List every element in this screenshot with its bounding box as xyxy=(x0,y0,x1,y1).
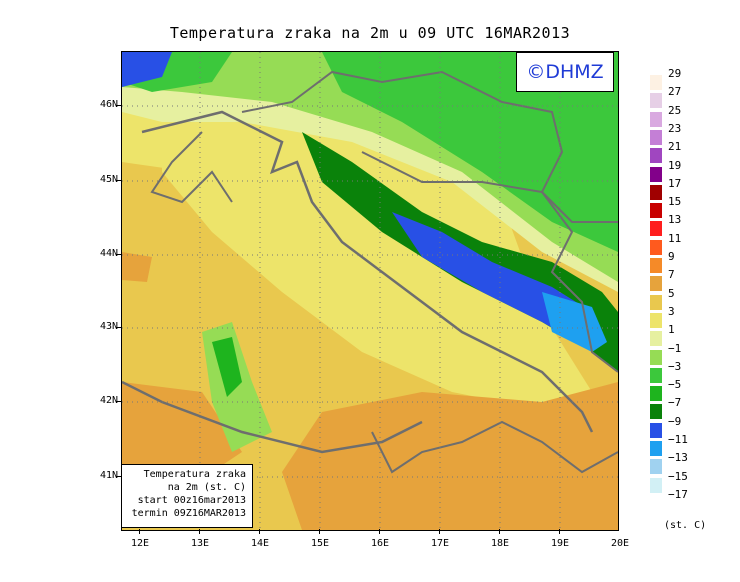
lon-tick xyxy=(199,529,200,534)
lon-tick xyxy=(439,529,440,534)
lat-label: 43N xyxy=(99,321,118,332)
lat-tick xyxy=(116,401,122,402)
legend-swatch xyxy=(650,294,662,310)
legend-label: −11 xyxy=(668,433,688,446)
legend-swatch xyxy=(650,258,662,273)
legend-label: −7 xyxy=(668,396,682,410)
dhmz-logo: ©DHMZ xyxy=(516,52,614,92)
legend-swatch xyxy=(650,459,662,475)
legend-label: 13 xyxy=(668,213,682,227)
legend-label: 11 xyxy=(668,231,682,245)
info-line-3: start 00z16mar2013 xyxy=(137,495,246,506)
legend-label: 19 xyxy=(668,158,682,172)
legend-swatch xyxy=(650,276,662,292)
lat-label: 44N xyxy=(99,248,118,259)
info-box: Temperatura zraka na 2m (st. C) start 00… xyxy=(121,464,253,528)
legend-swatch xyxy=(650,111,662,127)
legend-swatch xyxy=(650,422,662,438)
lat-label: 46N xyxy=(99,99,118,110)
info-line-1: Temperatura zraka xyxy=(143,469,246,480)
legend-swatch xyxy=(650,239,662,255)
info-line-2: na 2m (st. C) xyxy=(167,482,246,493)
legend-label: 3 xyxy=(668,304,675,318)
lon-label: 20E xyxy=(610,538,630,549)
lon-label: 14E xyxy=(250,538,270,549)
temperature-field xyxy=(122,52,618,530)
lon-tick xyxy=(559,529,560,534)
lat-label: 45N xyxy=(99,174,118,185)
legend-swatch xyxy=(650,148,662,164)
legend-swatch xyxy=(650,203,662,219)
lon-tick xyxy=(139,529,140,534)
info-line-4: termin 09Z16MAR2013 xyxy=(131,508,246,519)
legend-swatch xyxy=(650,367,662,383)
lat-tick xyxy=(116,476,122,477)
lat-tick xyxy=(116,254,122,255)
lon-tick xyxy=(379,529,380,534)
legend-label: 15 xyxy=(668,195,682,209)
lat-tick xyxy=(116,180,122,181)
map-title: Temperatura zraka na 2m u 09 UTC 16MAR20… xyxy=(169,24,571,42)
lon-label: 12E xyxy=(130,538,150,549)
legend-swatch xyxy=(650,331,662,347)
legend-label: −3 xyxy=(668,359,682,373)
legend-label: −1 xyxy=(668,341,682,355)
lon-label: 18E xyxy=(490,538,510,549)
legend-swatch xyxy=(650,93,662,109)
lat-label: 42N xyxy=(99,395,118,406)
legend-swatch xyxy=(650,404,662,420)
legend-label: 27 xyxy=(668,85,682,99)
legend-swatch xyxy=(650,477,662,493)
lat-tick xyxy=(116,105,122,106)
lon-label: 19E xyxy=(550,538,570,549)
legend-label: −9 xyxy=(668,414,682,428)
lon-label: 17E xyxy=(430,538,450,549)
legend-swatch xyxy=(650,184,662,200)
legend-label: 17 xyxy=(668,176,682,190)
legend-swatch xyxy=(650,349,662,365)
legend-label: 25 xyxy=(668,103,682,117)
lon-label: 13E xyxy=(190,538,210,549)
legend-swatch xyxy=(650,441,662,456)
lon-tick xyxy=(499,529,500,534)
legend-label: 1 xyxy=(668,323,675,337)
temperature-map xyxy=(121,51,619,531)
legend-label: 29 xyxy=(668,67,682,80)
lon-label: 15E xyxy=(310,538,330,549)
legend-label: 7 xyxy=(668,268,675,282)
legend-label: 21 xyxy=(668,140,682,154)
legend-unit: (st. C) xyxy=(664,520,707,531)
lat-tick xyxy=(116,327,122,328)
legend-swatch xyxy=(650,129,662,145)
lat-label: 41N xyxy=(99,470,118,481)
legend-label: 5 xyxy=(668,286,675,300)
lon-tick xyxy=(319,529,320,534)
legend-label: −5 xyxy=(668,378,682,392)
legend-swatch xyxy=(650,312,662,328)
legend-label: −15 xyxy=(668,469,688,483)
lon-tick xyxy=(259,529,260,534)
legend-swatch xyxy=(650,221,662,237)
legend-label: 9 xyxy=(668,250,675,263)
legend-label: −17 xyxy=(668,487,688,501)
legend-label: −13 xyxy=(668,451,688,465)
lon-label: 16E xyxy=(370,538,390,549)
legend-swatch xyxy=(650,75,662,90)
legend-swatch xyxy=(650,386,662,402)
legend-swatch xyxy=(650,166,662,182)
legend-label: 23 xyxy=(668,121,682,135)
